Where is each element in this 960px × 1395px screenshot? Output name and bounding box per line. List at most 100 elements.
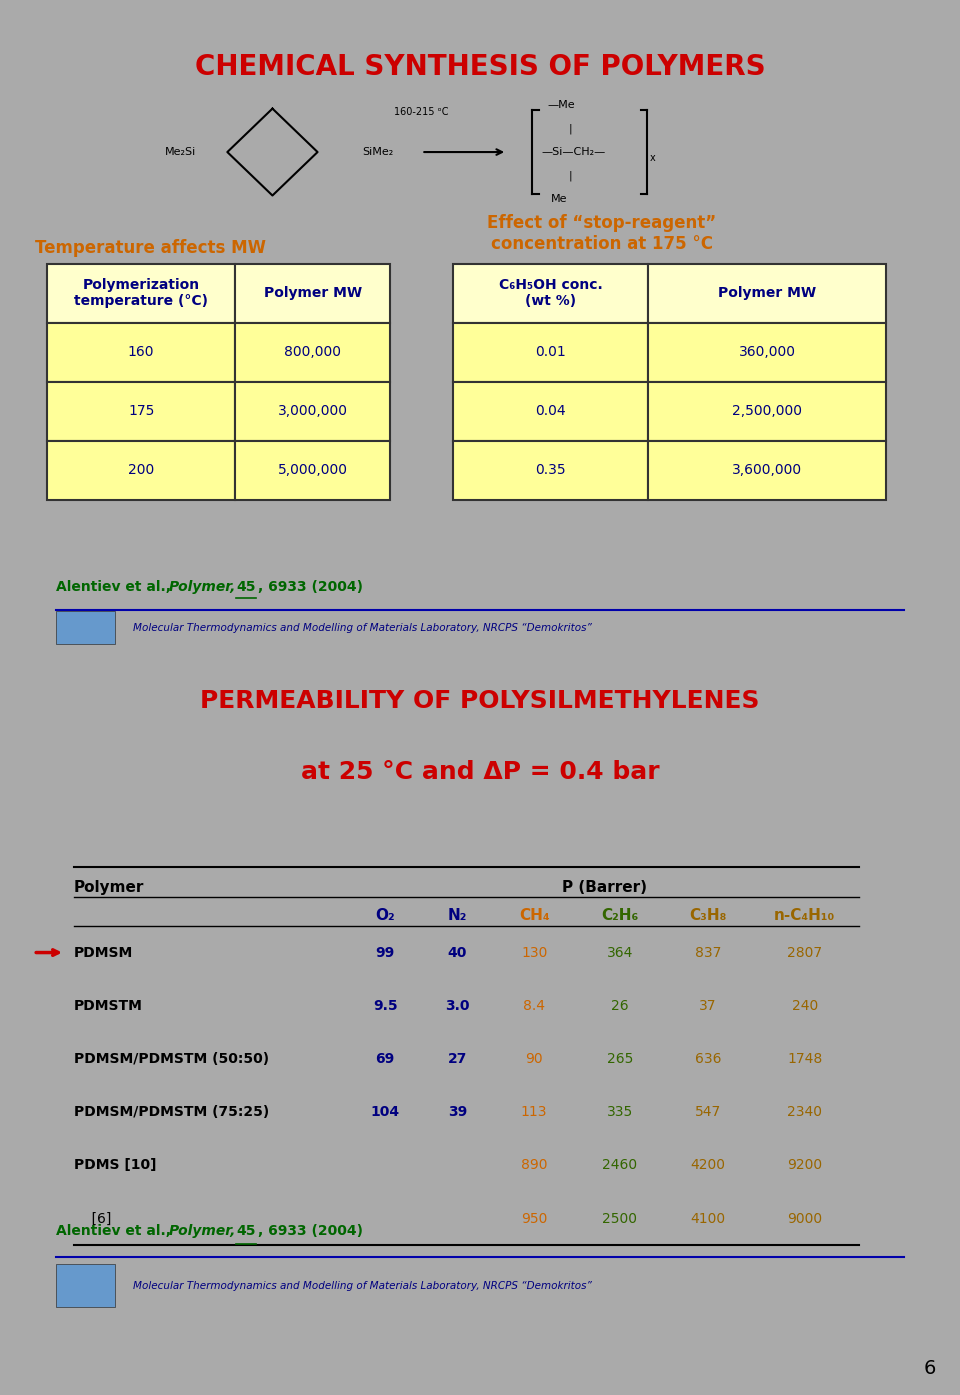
- Text: N₂: N₂: [447, 908, 468, 923]
- Text: 9000: 9000: [787, 1211, 823, 1226]
- Text: PDMSM/PDMSTM (50:50): PDMSM/PDMSTM (50:50): [74, 1052, 269, 1066]
- Text: PDMSTM: PDMSTM: [74, 999, 143, 1013]
- Text: PERMEABILITY OF POLYSILMETHYLENES: PERMEABILITY OF POLYSILMETHYLENES: [201, 689, 759, 713]
- Text: 6: 6: [924, 1359, 936, 1378]
- Text: Polymer MW: Polymer MW: [718, 286, 816, 300]
- Text: 99: 99: [375, 946, 395, 960]
- Text: CHEMICAL SYNTHESIS OF POLYMERS: CHEMICAL SYNTHESIS OF POLYMERS: [195, 53, 765, 81]
- Text: —Si—CH₂—: —Si—CH₂—: [541, 146, 606, 158]
- Bar: [47, 264, 235, 322]
- Text: 2,500,000: 2,500,000: [732, 405, 802, 418]
- Bar: [453, 441, 648, 499]
- Text: 8.4: 8.4: [523, 999, 545, 1013]
- Text: x: x: [650, 153, 656, 163]
- Text: CH₄: CH₄: [518, 908, 549, 923]
- Text: 0.35: 0.35: [535, 463, 565, 477]
- Text: 265: 265: [607, 1052, 633, 1066]
- Text: n-C₄H₁₀: n-C₄H₁₀: [774, 908, 835, 923]
- Text: 27: 27: [447, 1052, 468, 1066]
- Text: 890: 890: [521, 1158, 547, 1172]
- Text: 335: 335: [607, 1105, 633, 1119]
- Text: 4100: 4100: [690, 1211, 726, 1226]
- Text: Alentiev et al.,: Alentiev et al.,: [56, 579, 176, 594]
- Bar: [648, 382, 886, 441]
- Text: 45: 45: [236, 1223, 256, 1237]
- Text: Polymer,: Polymer,: [169, 1223, 236, 1237]
- Bar: [47, 322, 235, 382]
- Bar: [453, 382, 648, 441]
- Text: 3.0: 3.0: [445, 999, 469, 1013]
- Bar: [648, 264, 886, 322]
- Bar: [235, 441, 390, 499]
- Text: 364: 364: [607, 946, 633, 960]
- Text: PDMSM/PDMSTM (75:25): PDMSM/PDMSTM (75:25): [74, 1105, 269, 1119]
- Text: 175: 175: [128, 405, 155, 418]
- Text: —Me: —Me: [547, 100, 575, 110]
- Text: 0.04: 0.04: [535, 405, 565, 418]
- Text: 200: 200: [128, 463, 155, 477]
- Text: Effect of “stop-reagent”
concentration at 175 °C: Effect of “stop-reagent” concentration a…: [487, 215, 716, 252]
- Text: SiMe₂: SiMe₂: [363, 146, 394, 158]
- Text: Temperature affects MW: Temperature affects MW: [36, 239, 266, 257]
- Bar: [648, 322, 886, 382]
- Text: Alentiev et al.,: Alentiev et al.,: [56, 1223, 176, 1237]
- Text: 9.5: 9.5: [372, 999, 397, 1013]
- Text: 45: 45: [236, 579, 256, 594]
- Text: at 25 °C and ΔP = 0.4 bar: at 25 °C and ΔP = 0.4 bar: [300, 760, 660, 784]
- Text: 2340: 2340: [787, 1105, 823, 1119]
- Bar: [235, 322, 390, 382]
- Text: [6]: [6]: [74, 1211, 111, 1226]
- Text: 360,000: 360,000: [738, 345, 796, 360]
- Text: PDMSM: PDMSM: [74, 946, 133, 960]
- Text: Molecular Thermodynamics and Modelling of Materials Laboratory, NRCPS “Demokrito: Molecular Thermodynamics and Modelling o…: [132, 624, 591, 633]
- Text: Polymer MW: Polymer MW: [264, 286, 362, 300]
- Text: 0.01: 0.01: [535, 345, 565, 360]
- Text: , 6933 (2004): , 6933 (2004): [258, 579, 363, 594]
- Text: , 6933 (2004): , 6933 (2004): [258, 1223, 363, 1237]
- Text: 800,000: 800,000: [284, 345, 341, 360]
- Text: Polymer,: Polymer,: [169, 579, 236, 594]
- Text: O₂: O₂: [375, 908, 396, 923]
- Text: 160-215 ᵒC: 160-215 ᵒC: [395, 106, 448, 117]
- Text: |: |: [568, 123, 572, 134]
- Text: 40: 40: [447, 946, 468, 960]
- Text: P (Barrer): P (Barrer): [562, 880, 647, 896]
- Text: C₃H₈: C₃H₈: [689, 908, 727, 923]
- Bar: [56, 611, 114, 643]
- Bar: [235, 382, 390, 441]
- Bar: [47, 382, 235, 441]
- Text: 2500: 2500: [602, 1211, 637, 1226]
- Bar: [648, 441, 886, 499]
- Text: Polymerization
temperature (°C): Polymerization temperature (°C): [74, 278, 208, 308]
- Text: 2460: 2460: [602, 1158, 637, 1172]
- Text: 130: 130: [521, 946, 547, 960]
- Text: |: |: [568, 170, 572, 181]
- Text: 9200: 9200: [787, 1158, 823, 1172]
- Text: Molecular Thermodynamics and Modelling of Materials Laboratory, NRCPS “Demokrito: Molecular Thermodynamics and Modelling o…: [132, 1281, 591, 1290]
- Text: 113: 113: [521, 1105, 547, 1119]
- Text: C₂H₆: C₂H₆: [601, 908, 638, 923]
- Text: 90: 90: [525, 1052, 543, 1066]
- Text: 547: 547: [695, 1105, 721, 1119]
- Text: C₆H₅OH conc.
(wt %): C₆H₅OH conc. (wt %): [498, 278, 602, 308]
- Bar: [453, 264, 648, 322]
- Text: 104: 104: [371, 1105, 399, 1119]
- Text: 3,000,000: 3,000,000: [277, 405, 348, 418]
- Text: 1748: 1748: [787, 1052, 823, 1066]
- Text: 3,600,000: 3,600,000: [732, 463, 802, 477]
- Text: Polymer: Polymer: [74, 880, 144, 896]
- Bar: [56, 1264, 114, 1307]
- Text: 37: 37: [699, 999, 716, 1013]
- Text: 2807: 2807: [787, 946, 823, 960]
- Bar: [47, 441, 235, 499]
- Bar: [235, 264, 390, 322]
- Text: Me: Me: [550, 194, 567, 204]
- Text: 4200: 4200: [690, 1158, 726, 1172]
- Text: PDMS [10]: PDMS [10]: [74, 1158, 156, 1172]
- Text: 5,000,000: 5,000,000: [277, 463, 348, 477]
- Text: 240: 240: [792, 999, 818, 1013]
- Text: 950: 950: [521, 1211, 547, 1226]
- Text: Me₂Si: Me₂Si: [164, 146, 196, 158]
- Text: 636: 636: [695, 1052, 721, 1066]
- Text: 837: 837: [695, 946, 721, 960]
